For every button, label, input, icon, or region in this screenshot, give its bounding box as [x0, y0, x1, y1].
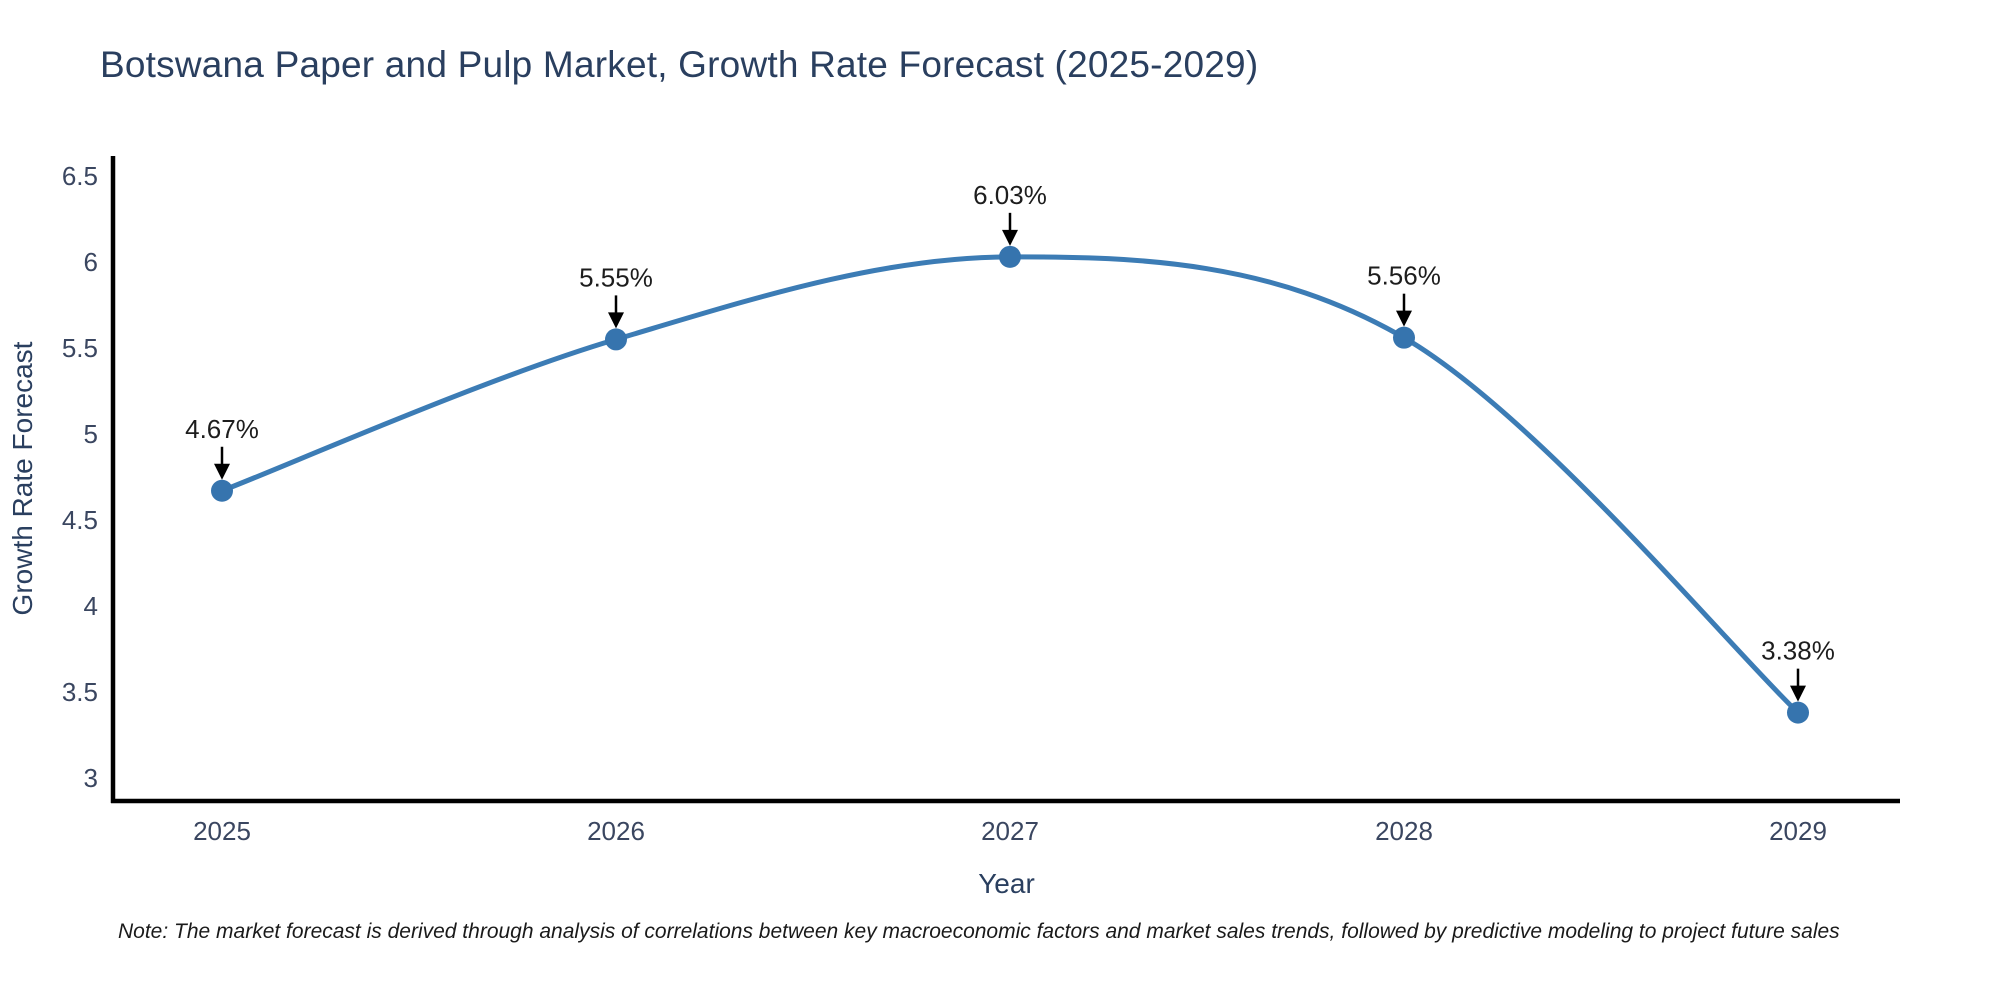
y-axis-title: Growth Rate Forecast [7, 341, 38, 615]
y-tick-label: 3.5 [62, 677, 98, 707]
y-tick-label: 6.5 [62, 161, 98, 191]
x-axis-title: Year [978, 868, 1035, 899]
point-value-label: 5.55% [579, 262, 653, 292]
x-tick-label: 2029 [1769, 816, 1827, 846]
annotation-arrow-head [1002, 229, 1018, 246]
point-value-label: 5.56% [1367, 261, 1441, 291]
y-tick-label: 4 [84, 591, 98, 621]
point-value-label: 3.38% [1761, 636, 1835, 666]
x-tick-label: 2026 [587, 816, 645, 846]
y-tick-label: 6 [84, 247, 98, 277]
data-point-marker [1393, 326, 1415, 349]
x-tick-label: 2027 [981, 816, 1039, 846]
y-tick-label: 3 [84, 763, 98, 793]
y-tick-label: 5 [84, 419, 98, 449]
data-point-marker [605, 328, 627, 351]
x-tick-label: 2028 [1375, 816, 1433, 846]
y-tick-label: 5.5 [62, 333, 98, 363]
chart-title: Botswana Paper and Pulp Market, Growth R… [100, 44, 1259, 85]
annotation-arrow-head [608, 312, 624, 329]
forecast-line [219, 254, 1801, 716]
data-point-marker [999, 245, 1021, 268]
annotation-arrow-head [1396, 310, 1412, 327]
point-value-label: 6.03% [973, 180, 1047, 210]
footnote: Note: The market forecast is derived thr… [118, 920, 1840, 943]
annotation-arrow-head [1790, 685, 1806, 702]
data-point-marker [211, 479, 233, 502]
y-tick-label: 4.5 [62, 505, 98, 535]
data-point-marker [1787, 701, 1809, 724]
point-value-label: 4.67% [185, 414, 259, 444]
annotation-arrow-head [214, 463, 230, 480]
x-tick-label: 2025 [193, 816, 251, 846]
